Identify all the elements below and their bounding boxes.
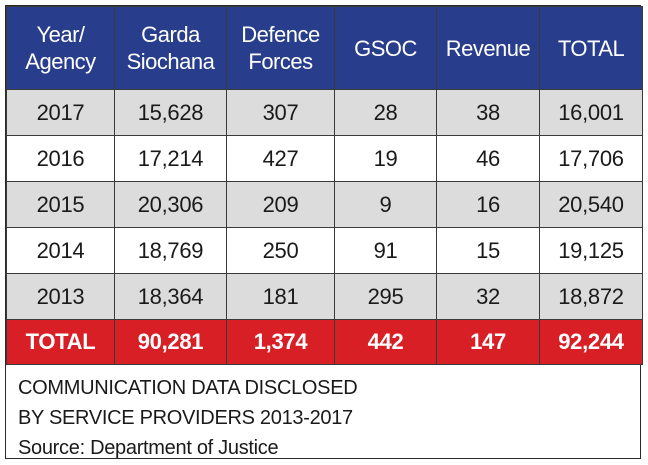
table-caption: COMMUNICATION DATA DISCLOSED BY SERVICE …: [6, 365, 640, 463]
cell-garda: 18,769: [114, 227, 227, 274]
communication-data-table: Year/Agency Garda Siochana Defence Forces …: [6, 6, 643, 365]
caption-source: Source: Department of Justice: [18, 437, 279, 459]
cell-total: 17,706: [539, 135, 643, 182]
cell-total: 16,001: [539, 89, 643, 136]
cell-gsoc: 91: [334, 227, 437, 274]
data-table-frame: Year/Agency Garda Siochana Defence Forces …: [5, 5, 643, 459]
total-label: TOTAL: [6, 319, 115, 365]
caption-line-1: COMMUNICATION DATA DISCLOSED: [18, 377, 358, 399]
cell-garda: 15,628: [114, 89, 227, 136]
total-grand: 92,244: [539, 319, 643, 365]
total-gsoc: 442: [334, 319, 437, 365]
cell-revenue: 38: [436, 89, 540, 136]
cell-defence: 209: [226, 181, 335, 228]
table-row: 2014 18,769 250 91 15 19,125: [6, 227, 643, 274]
cell-year: 2014: [6, 227, 115, 274]
total-garda: 90,281: [114, 319, 227, 365]
header-row: Year/Agency Garda Siochana Defence Forces …: [6, 6, 643, 90]
table-row: 2017 15,628 307 28 38 16,001: [6, 89, 643, 136]
cell-defence: 307: [226, 89, 335, 136]
table-row: 2016 17,214 427 19 46 17,706: [6, 135, 643, 182]
cell-gsoc: 9: [334, 181, 437, 228]
header-total: TOTAL: [539, 6, 643, 90]
cell-garda: 20,306: [114, 181, 227, 228]
cell-revenue: 32: [436, 273, 540, 320]
cell-garda: 18,364: [114, 273, 227, 320]
cell-total: 20,540: [539, 181, 643, 228]
header-garda-siochana: Garda Siochana: [114, 6, 227, 90]
cell-gsoc: 295: [334, 273, 437, 320]
cell-year: 2015: [6, 181, 115, 228]
cell-garda: 17,214: [114, 135, 227, 182]
cell-year: 2013: [6, 273, 115, 320]
cell-defence: 181: [226, 273, 335, 320]
table-row: 2013 18,364 181 295 32 18,872: [6, 273, 643, 320]
header-revenue: Revenue: [436, 6, 540, 90]
cell-revenue: 46: [436, 135, 540, 182]
cell-year: 2016: [6, 135, 115, 182]
total-defence: 1,374: [226, 319, 335, 365]
header-gsoc: GSOC: [334, 6, 437, 90]
header-year-agency: Year/Agency: [6, 6, 115, 90]
caption-line-2: BY SERVICE PROVIDERS 2013-2017: [18, 407, 353, 429]
cell-year: 2017: [6, 89, 115, 136]
cell-total: 18,872: [539, 273, 643, 320]
cell-defence: 250: [226, 227, 335, 274]
cell-total: 19,125: [539, 227, 643, 274]
cell-revenue: 15: [436, 227, 540, 274]
cell-gsoc: 28: [334, 89, 437, 136]
cell-revenue: 16: [436, 181, 540, 228]
total-row: TOTAL 90,281 1,374 442 147 92,244: [6, 319, 643, 365]
total-revenue: 147: [436, 319, 540, 365]
cell-defence: 427: [226, 135, 335, 182]
table-row: 2015 20,306 209 9 16 20,540: [6, 181, 643, 228]
header-defence-forces: Defence Forces: [226, 6, 335, 90]
cell-gsoc: 19: [334, 135, 437, 182]
